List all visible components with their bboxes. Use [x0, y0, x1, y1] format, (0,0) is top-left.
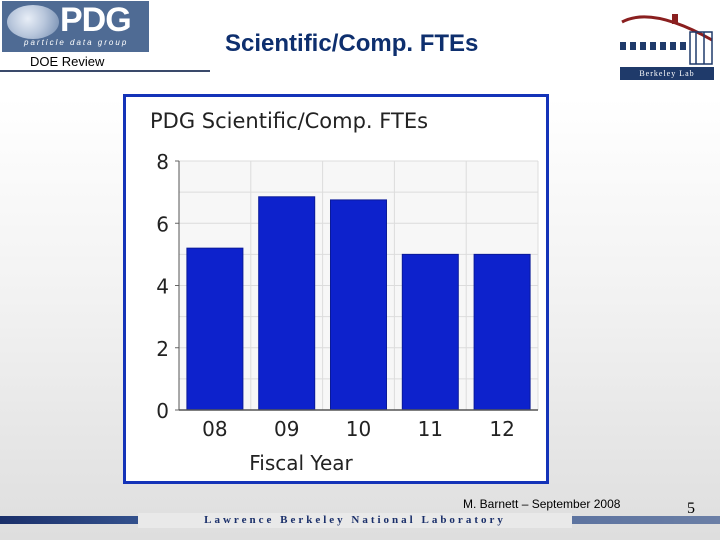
globe-icon: [7, 5, 59, 39]
berkeley-building-icon: [620, 14, 713, 65]
x-tick-label: 11: [418, 417, 443, 441]
bar: [258, 196, 316, 411]
doe-review-label: DOE Review: [30, 54, 105, 69]
footer-credit: M. Barnett – September 2008: [463, 497, 621, 511]
x-tick-label: 08: [202, 417, 227, 441]
y-tick-label: 0: [156, 399, 169, 423]
chart-frame: PDG Scientific/Comp. FTEs Fiscal Year 0 2…: [123, 94, 549, 484]
bar: [186, 247, 244, 411]
page-number: 5: [687, 500, 695, 517]
pdg-logo: PDG particle data group: [2, 1, 149, 52]
bar: [401, 253, 459, 411]
bar: [329, 199, 388, 411]
x-tick-label: 09: [274, 417, 299, 441]
berkeley-lab-logo: Berkeley Lab: [612, 12, 716, 80]
bar-chart: PDG Scientific/Comp. FTEs Fiscal Year 0 2…: [150, 109, 539, 475]
bar: [473, 253, 531, 411]
x-axis-label: Fiscal Year: [249, 451, 353, 475]
y-tick-label: 4: [156, 275, 169, 299]
berkeley-lab-text: Berkeley Lab: [620, 67, 714, 80]
x-tick-label: 12: [489, 417, 514, 441]
header-divider: [0, 70, 210, 72]
x-tick-label: 10: [346, 417, 371, 441]
chart-title: PDG Scientific/Comp. FTEs: [150, 109, 428, 133]
logo-tagline: particle data group: [24, 38, 129, 47]
y-tick-label: 6: [156, 212, 169, 236]
y-tick-label: 8: [156, 150, 169, 174]
slide-title: Scientific/Comp. FTEs: [225, 30, 479, 57]
y-tick-label: 2: [156, 337, 169, 361]
lab-name: Lawrence Berkeley National Laboratory: [138, 513, 572, 528]
logo-wordmark: PDG: [60, 1, 132, 39]
